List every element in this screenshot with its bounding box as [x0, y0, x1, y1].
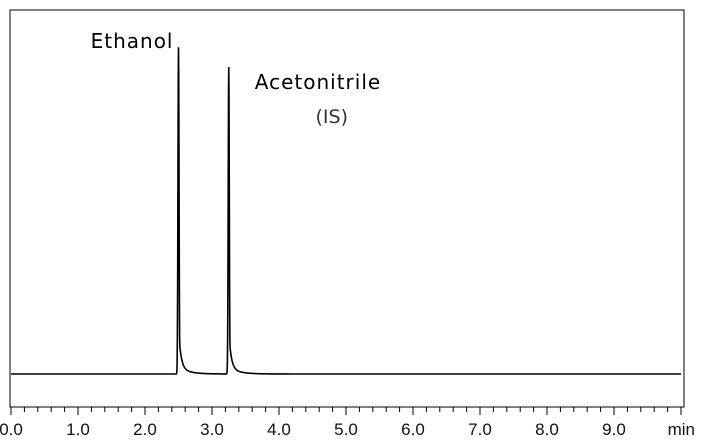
x-tick-label: 4.0	[267, 420, 291, 439]
peak-label: Ethanol	[91, 29, 174, 53]
x-tick-label: 8.0	[535, 420, 559, 439]
x-axis-ticks	[10, 407, 682, 415]
plot-frame	[9, 9, 685, 408]
x-tick-label: 6.0	[401, 420, 425, 439]
chromatogram-trace	[11, 47, 681, 375]
x-tick-label: 0.0	[0, 420, 23, 439]
x-tick-label: 9.0	[602, 420, 626, 439]
x-tick-label: 2.0	[133, 420, 157, 439]
x-axis-tick-labels: 0.0 1.0 2.0 3.0 4.0 5.0 6.0 7.0 8.0 9.0	[0, 420, 626, 439]
x-tick-label: 5.0	[334, 420, 358, 439]
x-axis-unit-label: min	[668, 420, 695, 439]
peak-label: Acetonitrile	[255, 70, 381, 94]
x-tick-label: 1.0	[66, 420, 90, 439]
peak-sublabel: (IS)	[316, 106, 349, 128]
x-tick-label: 3.0	[200, 420, 224, 439]
peak-labels: Ethanol Acetonitrile (IS)	[91, 29, 381, 128]
x-tick-label: 7.0	[468, 420, 492, 439]
